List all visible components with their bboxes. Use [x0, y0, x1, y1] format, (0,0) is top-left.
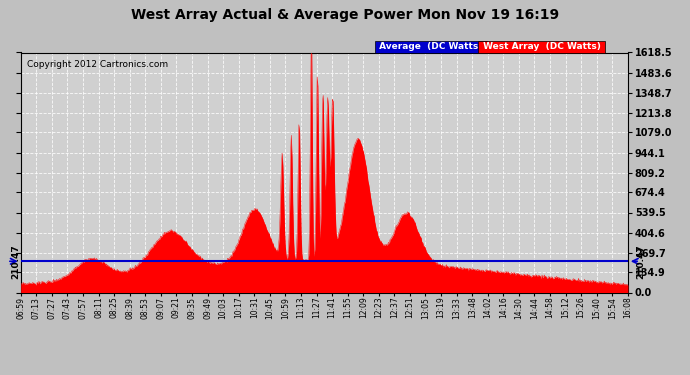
Text: West Array Actual & Average Power Mon Nov 19 16:19: West Array Actual & Average Power Mon No…: [131, 8, 559, 21]
Text: Copyright 2012 Cartronics.com: Copyright 2012 Cartronics.com: [27, 60, 168, 69]
Text: 210.47: 210.47: [12, 244, 21, 279]
Text: West Array  (DC Watts): West Array (DC Watts): [480, 42, 604, 51]
Text: Average  (DC Watts): Average (DC Watts): [376, 42, 486, 51]
Text: 210.47: 210.47: [636, 244, 645, 279]
